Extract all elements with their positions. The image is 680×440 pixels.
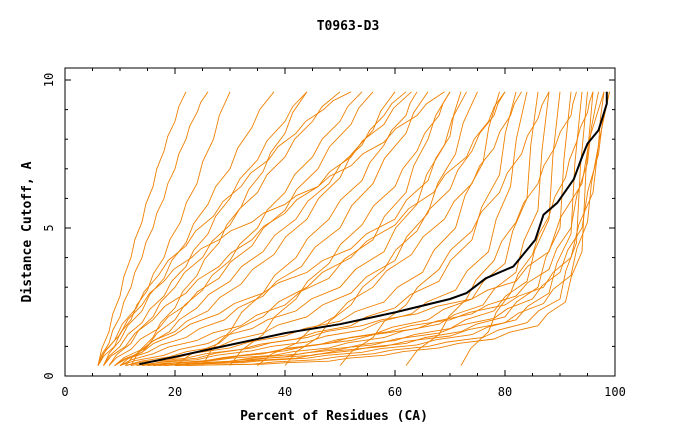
series-line-26: [163, 91, 610, 367]
series-line-33: [114, 91, 462, 366]
series-line-30: [119, 91, 407, 366]
series-line-7: [108, 91, 374, 366]
series-line-9: [114, 91, 429, 366]
series-line-15: [136, 91, 528, 367]
series-line-41: [174, 91, 506, 366]
series-line-19: [158, 91, 572, 367]
series-line-17: [147, 91, 550, 367]
y-tick-label-10: 10: [42, 73, 56, 87]
y-tick-label-0: 0: [42, 372, 56, 379]
series-line-28: [130, 91, 308, 366]
series-line-40: [460, 91, 594, 366]
series-line-34: [97, 91, 445, 366]
x-tick-label-0: 0: [61, 385, 68, 399]
series-line-3: [97, 91, 231, 366]
series-line-22: [185, 91, 594, 367]
series-line-12: [125, 91, 478, 367]
x-tick-label-100: 100: [604, 385, 626, 399]
series-line-14: [130, 91, 517, 367]
series-line-6: [108, 91, 341, 366]
series-line-29: [125, 91, 363, 366]
highlight-layer: [139, 91, 608, 366]
series-line-31: [97, 91, 352, 366]
ticks-layer: 0 20 40 60 80 100 0 5 10: [42, 68, 626, 399]
series-line-13: [125, 91, 500, 367]
series-line-25: [152, 91, 599, 367]
series-line-36: [229, 91, 451, 366]
chart-title: T0963-D3: [317, 19, 380, 34]
series-line-38: [339, 91, 550, 366]
series-line-2: [97, 91, 209, 366]
series-line-39: [405, 91, 577, 366]
series-line-11: [119, 91, 467, 367]
series-line-21: [174, 91, 588, 367]
series-line-42: [257, 91, 522, 366]
series-line-4: [103, 91, 275, 366]
x-axis-label: Percent of Residues (CA): [240, 409, 428, 424]
x-tick-label-80: 80: [498, 385, 512, 399]
x-tick-label-40: 40: [278, 385, 292, 399]
series-line-32: [103, 91, 412, 366]
y-axis-label: Distance Cutoff, A: [20, 161, 35, 302]
y-tick-label-5: 5: [42, 224, 56, 231]
series-line-1: [97, 91, 187, 366]
series-layer: [97, 91, 610, 367]
x-tick-label-20: 20: [168, 385, 182, 399]
series-line-5: [103, 91, 308, 366]
x-tick-label-60: 60: [388, 385, 402, 399]
series-line-27: [174, 91, 605, 367]
highlighted-series-line: [139, 91, 608, 366]
series-line-35: [202, 91, 418, 366]
series-line-23: [141, 91, 605, 367]
